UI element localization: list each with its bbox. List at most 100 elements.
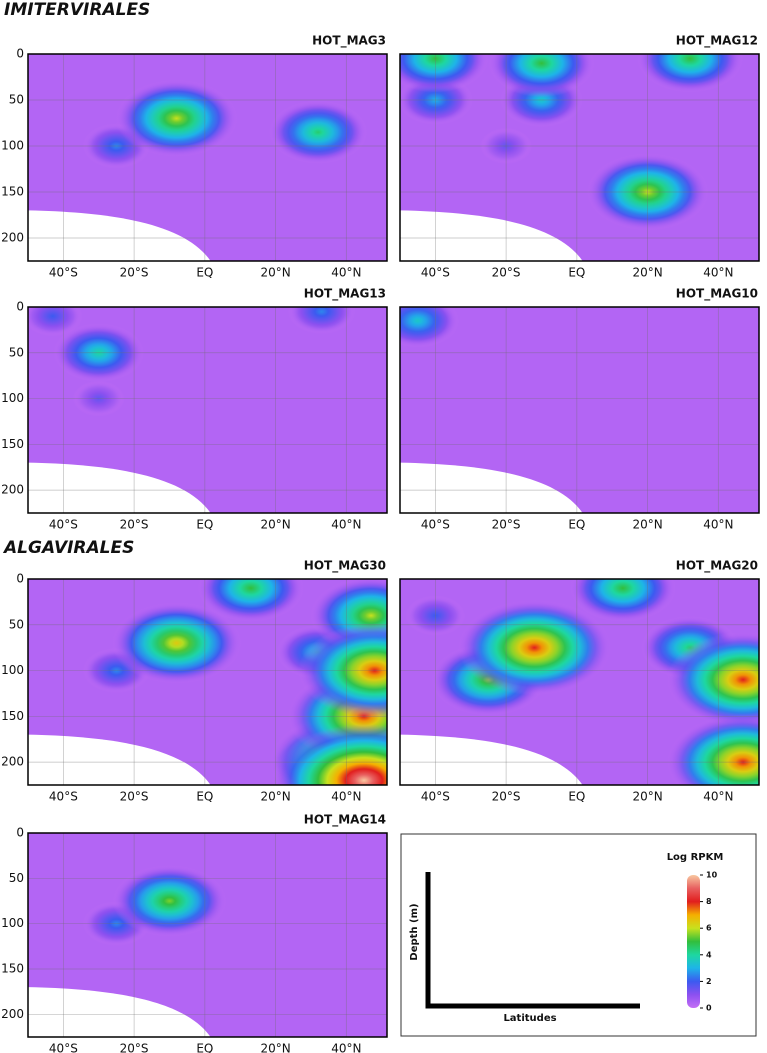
y-tick-label: 0 <box>16 572 24 586</box>
y-tick-label: 150 <box>1 185 24 199</box>
panel-title: HOT_MAG10 <box>676 287 758 302</box>
x-tick-label: EQ <box>196 266 213 280</box>
heat-blob <box>287 307 356 335</box>
heat-blob <box>458 600 611 696</box>
x-tick-label: 40°S <box>49 266 78 280</box>
heat-blob <box>666 714 759 785</box>
heat-blob <box>272 723 387 785</box>
x-tick-label: 40°N <box>331 1042 361 1053</box>
heat-blob <box>115 79 238 158</box>
x-tick-label: 20°S <box>120 1042 149 1053</box>
panel-title: HOT_MAG3 <box>312 34 386 49</box>
x-tick-label: EQ <box>568 790 585 804</box>
heat-blob <box>197 579 304 623</box>
y-tick-label: 0 <box>16 300 24 314</box>
panel <box>400 579 759 785</box>
x-tick-label: 40°N <box>331 790 361 804</box>
panel-title: HOT_MAG14 <box>304 813 386 828</box>
x-tick-label: 40°S <box>421 266 450 280</box>
x-tick-label: 40°N <box>703 266 733 280</box>
panel <box>28 307 387 513</box>
x-tick-label: 20°N <box>632 518 662 532</box>
y-tick-label: 100 <box>1 916 24 930</box>
colorbar-title: Log RPKM <box>667 852 724 863</box>
x-tick-label: 40°S <box>49 518 78 532</box>
colorbar-tick-label: 4 <box>706 950 712 959</box>
x-tick-label: EQ <box>568 266 585 280</box>
panel <box>28 579 387 785</box>
colorbar-tick-label: 2 <box>706 977 712 986</box>
panel-title: HOT_MAG30 <box>304 559 386 574</box>
heat-blob <box>53 323 145 383</box>
x-tick-label: EQ <box>196 790 213 804</box>
heat-blob <box>666 632 759 728</box>
heat-blob <box>111 602 242 684</box>
x-tick-label: 20°N <box>260 266 290 280</box>
y-tick-label: 150 <box>1 962 24 976</box>
no-data-region <box>28 987 211 1037</box>
x-tick-label: 20°N <box>260 1042 290 1053</box>
x-tick-label: 20°N <box>632 266 662 280</box>
heat-blob <box>569 579 676 623</box>
legend-y-label: Depth (m) <box>409 903 420 960</box>
heat-blob <box>400 54 489 93</box>
x-tick-label: 20°S <box>492 790 521 804</box>
x-tick-label: 40°N <box>703 790 733 804</box>
x-tick-label: 20°N <box>632 790 662 804</box>
panel-frame <box>27 832 388 1038</box>
y-tick-label: 150 <box>1 437 24 451</box>
heat-blob <box>268 100 368 164</box>
heat-blob <box>28 307 83 337</box>
no-data-region <box>400 734 583 785</box>
heat-blob <box>480 128 532 164</box>
panel-frame <box>399 306 760 514</box>
x-tick-label: 40°S <box>421 790 450 804</box>
y-tick-label: 50 <box>9 617 24 631</box>
y-tick-label: 0 <box>16 826 24 840</box>
x-tick-label: EQ <box>196 518 213 532</box>
no-data-region <box>400 462 583 513</box>
heat-blob <box>112 865 227 937</box>
section-title: IMITERVIRALES <box>4 0 150 20</box>
heat-blob <box>400 307 460 348</box>
no-data-region <box>28 210 211 261</box>
x-tick-label: 20°S <box>120 518 149 532</box>
y-tick-label: 150 <box>1 709 24 723</box>
panel <box>28 833 387 1037</box>
x-tick-label: 20°S <box>492 266 521 280</box>
y-tick-label: 50 <box>9 871 24 885</box>
no-data-region <box>28 734 211 785</box>
y-tick-label: 200 <box>1 231 24 245</box>
y-tick-label: 200 <box>1 483 24 497</box>
y-tick-label: 100 <box>1 391 24 405</box>
heat-blob <box>298 622 387 719</box>
x-tick-label: 20°S <box>492 518 521 532</box>
x-tick-label: 40°N <box>703 518 733 532</box>
no-data-region <box>400 210 583 261</box>
x-tick-label: 40°S <box>49 790 78 804</box>
panel-frame <box>27 578 388 786</box>
heat-blob <box>72 380 125 417</box>
panel <box>400 54 759 261</box>
colorbar-tick-label: 8 <box>706 897 712 906</box>
panel-title: HOT_MAG20 <box>676 559 758 574</box>
section-title: ALGAVIRALES <box>2 538 134 558</box>
x-tick-label: EQ <box>196 1042 213 1053</box>
no-data-region <box>28 462 211 513</box>
x-tick-label: 40°N <box>331 518 361 532</box>
panel-title: HOT_MAG12 <box>676 34 758 49</box>
heat-blob <box>405 595 466 636</box>
x-tick-label: 20°S <box>120 266 149 280</box>
y-tick-label: 50 <box>9 93 24 107</box>
heat-blob <box>586 153 709 231</box>
panel-frame <box>27 306 388 514</box>
x-tick-label: 20°S <box>120 790 149 804</box>
legend-x-label: Latitudes <box>503 1013 556 1024</box>
y-tick-label: 50 <box>9 345 24 359</box>
colorbar-tick-label: 6 <box>706 924 712 933</box>
panel-title: HOT_MAG13 <box>304 287 386 302</box>
heat-blob <box>488 54 595 98</box>
panel <box>400 307 759 513</box>
panel-frame <box>27 53 388 262</box>
